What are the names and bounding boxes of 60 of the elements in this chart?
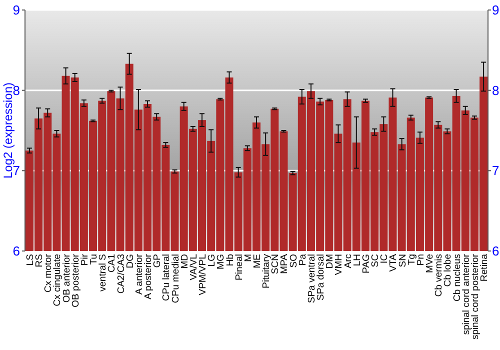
x-tick-label: SN [397,254,408,268]
x-tick-label: Pa [297,253,308,266]
x-tick-label: M [242,254,254,262]
x-tick-label: MPA [279,253,290,274]
y-tick-label: 7 [12,163,20,178]
x-tick-label: ME [252,254,263,268]
x-tick-label: Pir [79,254,90,266]
y-axis-title: Log2 (expression) [1,82,15,179]
x-tick-label: OB anterior [61,254,72,303]
y-tick-label: 8 [12,82,20,98]
x-tick-label: IC [379,254,390,264]
x-tick-label: SO [288,254,300,268]
x-tick-label: spinal cord posterior [470,254,481,340]
x-tick-label: VPM/VPL [198,254,209,296]
x-tick-label: Arc [342,254,354,268]
x-tick-label: Tg [406,254,418,266]
x-tick-label: CPu lateral [161,254,172,301]
x-tick-label: PAG [360,254,372,274]
x-tick-label: LG [206,254,218,267]
x-tick-label: OB posterior [70,254,82,308]
y-tick-label: 6 [12,244,20,259]
x-tick-label: SPa dorsal [316,254,327,300]
x-tick-label: A anterior [134,254,145,295]
y2-tick-label: 7 [492,163,500,178]
y2-tick-label: 9 [492,2,500,18]
x-tick-label: RS [34,254,46,268]
x-tick-label: A posterior [143,254,154,300]
x-tick-label: SC [370,254,382,268]
x-tick-label: Pineal [234,254,245,280]
x-tick-label: DG [124,254,136,268]
x-tick-label: spinal cord anterior [460,254,472,335]
x-tick-label: CPu medial [170,254,182,304]
x-tick-label: LS [24,254,36,266]
x-tick-label: Tu [88,254,100,265]
x-tick-label: Cb nucleus [452,254,463,302]
x-tick-label: Cb vermis [434,254,445,297]
x-tick-label: CA2/CA3 [116,254,127,294]
x-tick-label: MD [179,254,190,269]
x-tick-label: Pn [415,254,426,266]
x-tick-label: LH [352,254,363,266]
y2-tick-label: 6 [492,244,500,259]
x-tick-label: Hb [224,254,236,266]
x-tick-label: VA/VL [188,254,200,280]
x-tick-label: Cx motor [43,254,54,293]
x-tick-label: Retina [479,253,490,282]
x-tick-label: SCN [270,254,282,274]
x-tick-label: Cb lobe [442,254,454,287]
x-tick-label: SPa ventral [306,254,318,304]
x-tick-label: GP [152,254,164,268]
x-tick-label: CA1 [106,254,118,272]
x-tick-label: MG [216,254,227,270]
x-tick-label: DM [324,254,336,269]
x-tick-label: ventral S [98,254,109,292]
x-tick-label: Pituitary [261,254,272,288]
y2-tick-label: 8 [492,82,500,98]
x-tick-label: VMH [334,254,345,276]
x-tick-label: MVe [424,254,436,274]
x-tick-label: Cx cingulate [52,254,64,306]
x-tick-label: VTA [388,253,400,272]
y-tick-label: 9 [12,2,20,18]
